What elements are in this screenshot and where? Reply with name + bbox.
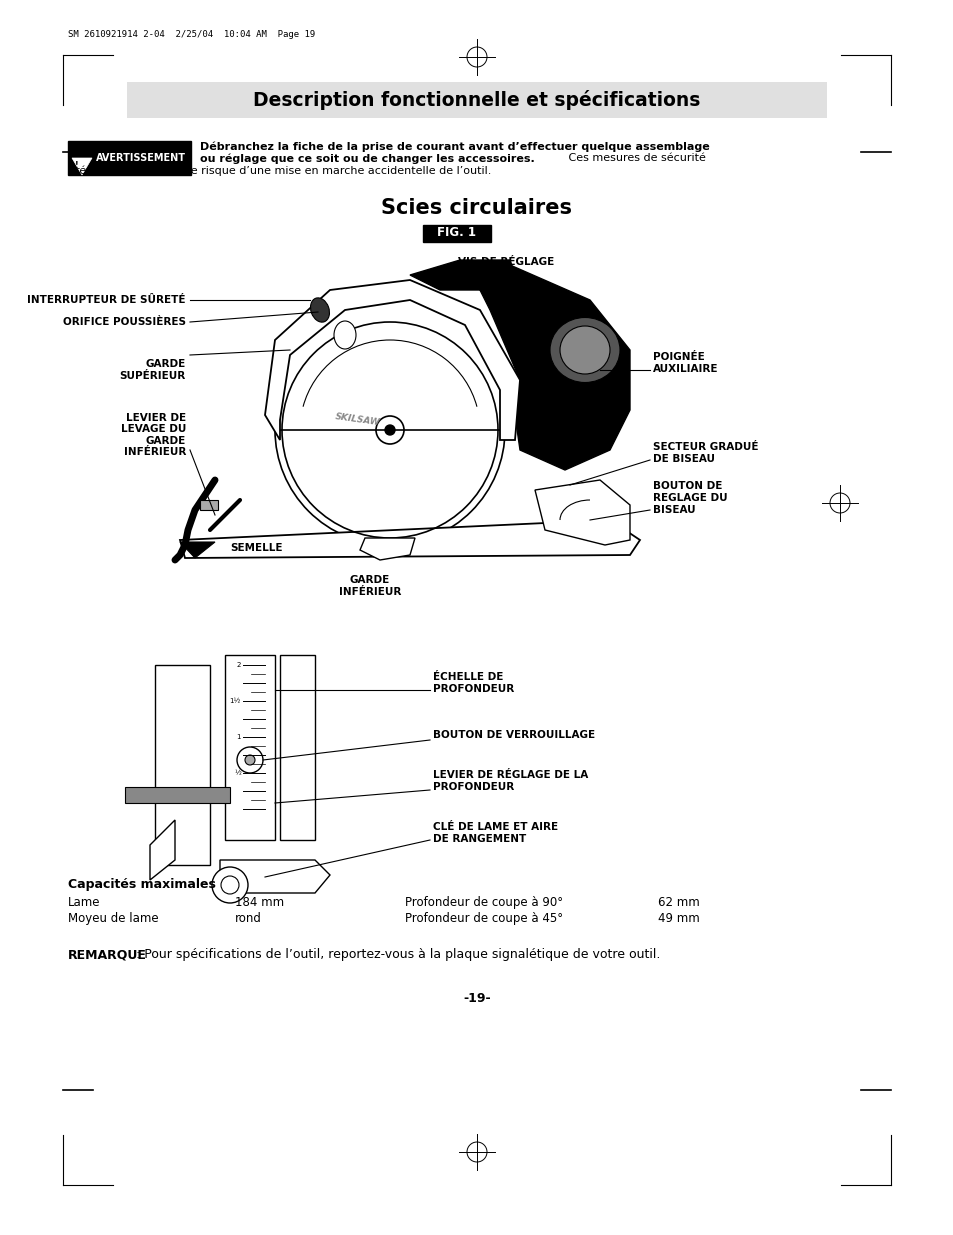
Text: LEVIER DE
LEVAGE DU
GARDE
INFÉRIEUR: LEVIER DE LEVAGE DU GARDE INFÉRIEUR (120, 412, 186, 457)
Polygon shape (265, 280, 519, 440)
Text: Débranchez la fiche de la prise de courant avant d’effectuer quelque assemblage: Débranchez la fiche de la prise de coura… (200, 141, 709, 152)
Text: REMARQUE: REMARQUE (68, 948, 147, 961)
Text: INTERRUPTEUR DE SÛRETÉ: INTERRUPTEUR DE SÛRETÉ (28, 295, 186, 305)
Text: Profondeur de coupe à 90°: Profondeur de coupe à 90° (405, 897, 562, 909)
FancyBboxPatch shape (280, 655, 314, 840)
Text: 49 mm: 49 mm (658, 911, 699, 925)
Circle shape (236, 747, 263, 773)
Text: !: ! (75, 161, 79, 169)
Circle shape (221, 876, 239, 894)
Polygon shape (359, 538, 415, 559)
Polygon shape (410, 261, 515, 290)
Circle shape (385, 425, 395, 435)
FancyBboxPatch shape (127, 82, 826, 119)
Circle shape (245, 755, 254, 764)
Text: Description fonctionnelle et spécifications: Description fonctionnelle et spécificati… (253, 90, 700, 110)
Text: GARDE
SUPÉRIEUR: GARDE SUPÉRIEUR (120, 359, 186, 380)
Text: VIS DE RÉGLAGE
DU LASER: VIS DE RÉGLAGE DU LASER (457, 257, 554, 279)
Text: FIG. 1: FIG. 1 (437, 226, 476, 240)
Ellipse shape (334, 321, 355, 350)
Text: SM 2610921914 2-04  2/25/04  10:04 AM  Page 19: SM 2610921914 2-04 2/25/04 10:04 AM Page… (68, 30, 314, 40)
FancyBboxPatch shape (422, 225, 491, 242)
Text: BOUTON DE VERROUILLAGE: BOUTON DE VERROUILLAGE (433, 730, 595, 740)
Polygon shape (535, 480, 629, 545)
Text: 1½: 1½ (230, 698, 241, 704)
FancyBboxPatch shape (200, 500, 218, 510)
Text: ½: ½ (233, 769, 241, 776)
Text: ÉCHELLE DE
PROFONDEUR: ÉCHELLE DE PROFONDEUR (433, 672, 514, 694)
Polygon shape (220, 860, 330, 893)
Circle shape (212, 867, 248, 903)
Text: CLÉ DE LAME ET AIRE
DE RANGEMENT: CLÉ DE LAME ET AIRE DE RANGEMENT (433, 823, 558, 844)
Text: ou réglage que ce soit ou de changer les accessoires.: ou réglage que ce soit ou de changer les… (200, 153, 535, 163)
Text: POIGNÉE
AUXILIAIRE: POIGNÉE AUXILIAIRE (652, 352, 718, 374)
Text: GARDE
INFÉRIEUR: GARDE INFÉRIEUR (338, 576, 401, 597)
Text: 1: 1 (236, 734, 241, 740)
Text: SKILSAW: SKILSAW (335, 412, 381, 427)
Text: rond: rond (234, 911, 262, 925)
Text: Lame: Lame (68, 897, 100, 909)
Text: SECTEUR GRADUÉ
DE BISEAU: SECTEUR GRADUÉ DE BISEAU (652, 442, 758, 464)
Text: 2: 2 (236, 662, 241, 668)
Text: ORIFICE POUSSIÈRES: ORIFICE POUSSIÈRES (63, 317, 186, 327)
Polygon shape (180, 520, 639, 558)
Ellipse shape (310, 298, 329, 322)
Text: AVERTISSEMENT: AVERTISSEMENT (96, 153, 186, 163)
Text: 184 mm: 184 mm (234, 897, 284, 909)
Text: Scies circulaires: Scies circulaires (381, 198, 572, 219)
Text: BOUTON DE
REGLAGE DU
BISEAU: BOUTON DE REGLAGE DU BISEAU (652, 482, 727, 515)
Text: Ces mesures de sécurité: Ces mesures de sécurité (564, 153, 705, 163)
Polygon shape (180, 542, 214, 558)
Text: -19-: -19- (463, 992, 490, 1005)
Text: Moyeu de lame: Moyeu de lame (68, 911, 158, 925)
FancyBboxPatch shape (154, 664, 210, 864)
Text: SEMELLE: SEMELLE (230, 543, 282, 553)
Wedge shape (274, 430, 504, 545)
Ellipse shape (559, 326, 609, 374)
Text: Capacités maximales: Capacités maximales (68, 878, 215, 890)
Text: 62 mm: 62 mm (658, 897, 699, 909)
FancyBboxPatch shape (225, 655, 274, 840)
Ellipse shape (550, 317, 619, 383)
Text: préventive réduisent le risque d’une mise en marche accidentelle de l’outil.: préventive réduisent le risque d’une mis… (68, 165, 491, 175)
FancyBboxPatch shape (125, 787, 230, 803)
Text: LEVIER DE RÉGLAGE DE LA
PROFONDEUR: LEVIER DE RÉGLAGE DE LA PROFONDEUR (433, 771, 588, 792)
Polygon shape (71, 158, 91, 175)
FancyBboxPatch shape (68, 141, 191, 175)
Polygon shape (459, 266, 629, 471)
Polygon shape (150, 820, 174, 881)
Text: Profondeur de coupe à 45°: Profondeur de coupe à 45° (405, 911, 562, 925)
Text: : Pour spécifications de l’outil, reportez-vous à la plaque signalétique de votr: : Pour spécifications de l’outil, report… (132, 948, 659, 961)
